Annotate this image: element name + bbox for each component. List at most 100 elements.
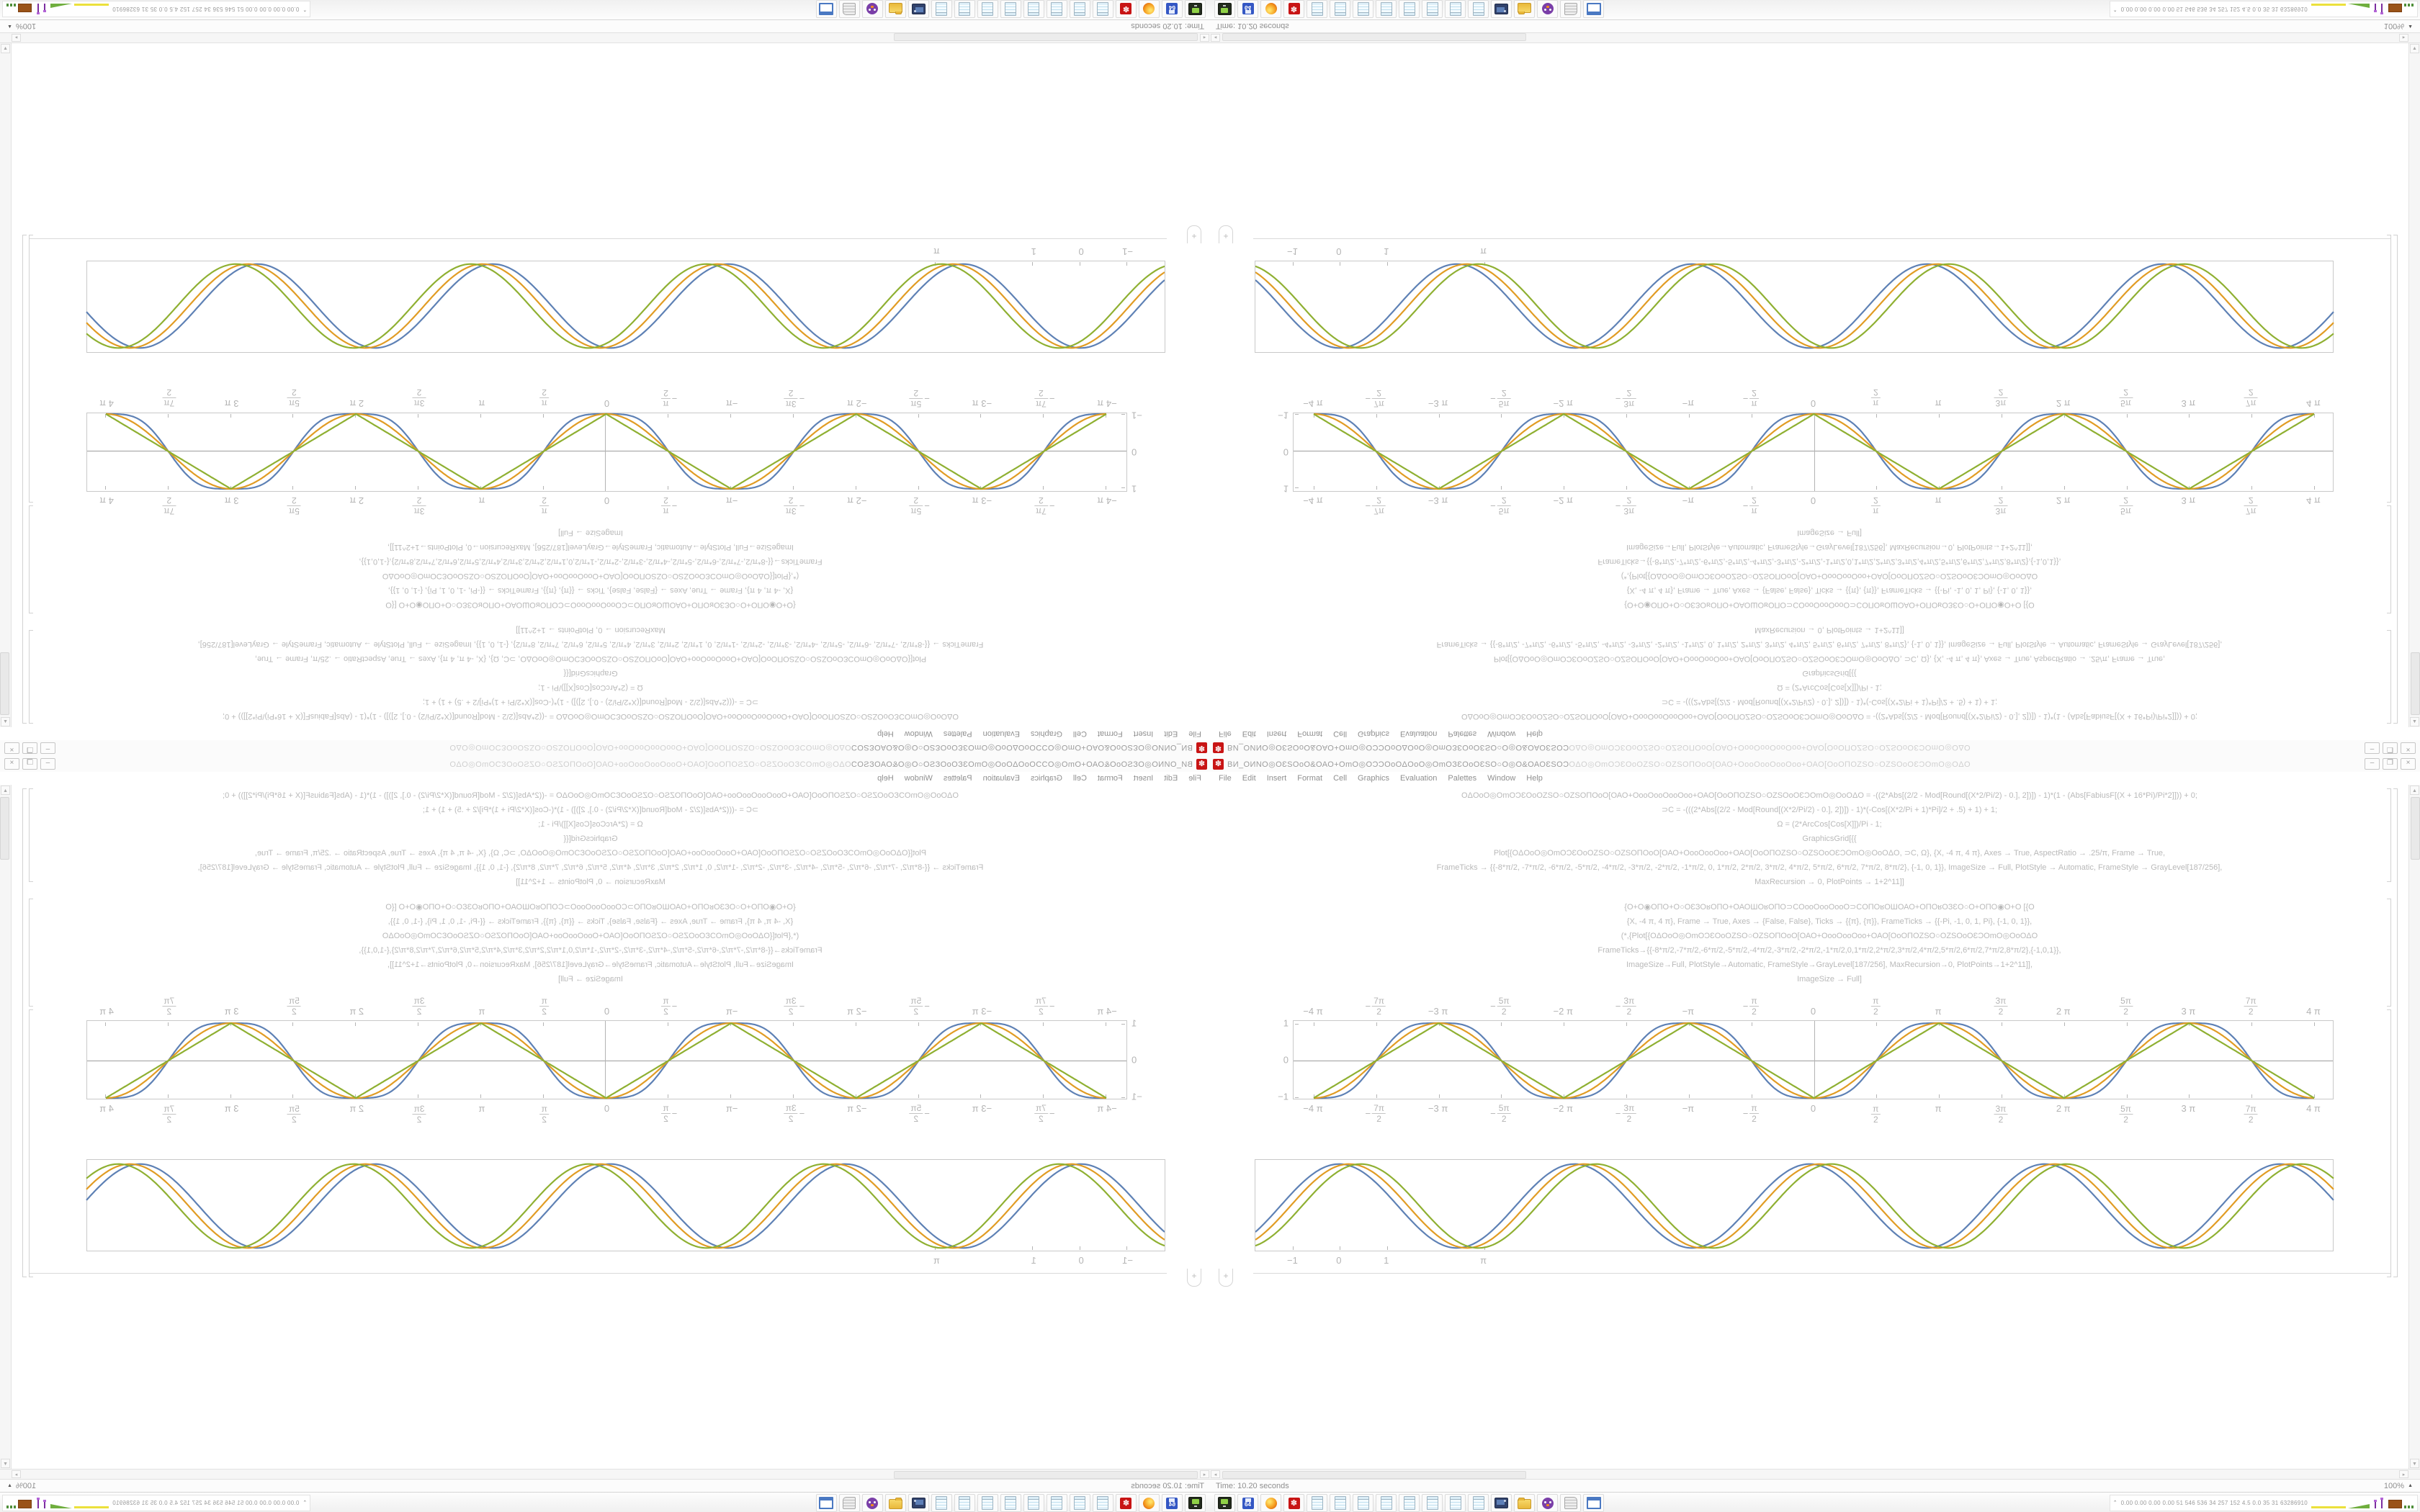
code-line[interactable]: FrameTicks→{{-8*π/2,-7*π/2,-6*π/2,-5*π/2… bbox=[1597, 946, 2061, 955]
taskbar-button[interactable] bbox=[931, 1494, 952, 1512]
taskbar-button[interactable] bbox=[1399, 1494, 1420, 1512]
menu-item-window[interactable]: Window bbox=[1487, 774, 1516, 783]
taskbar-button[interactable] bbox=[1260, 1494, 1281, 1512]
code-line[interactable]: {X, -4 π, 4 π}, Frame → True, Axes → {Fa… bbox=[387, 586, 794, 595]
menu-item-palettes[interactable]: Palettes bbox=[1448, 729, 1477, 738]
horizontal-scroll-thumb[interactable] bbox=[894, 33, 1198, 41]
taskbar-button[interactable] bbox=[1139, 1494, 1160, 1512]
taskbar-button[interactable] bbox=[1214, 0, 1235, 18]
menu-item-window[interactable]: Window bbox=[1487, 729, 1516, 738]
scroll-down-button[interactable]: ▼ bbox=[2410, 1459, 2419, 1468]
cell-bracket-group[interactable] bbox=[2393, 788, 2398, 1277]
code-line[interactable]: FrameTicks → {{-8*π/2, -7*π/2, -6*π/2, -… bbox=[197, 863, 984, 872]
taskbar-button[interactable] bbox=[1399, 0, 1420, 18]
taskbar-button[interactable]: ✽ bbox=[1283, 1494, 1304, 1512]
insert-cell-plus-button[interactable]: + bbox=[1187, 225, 1201, 243]
horizontal-scrollbar[interactable]: ◂ ▸ bbox=[0, 33, 1210, 43]
taskbar-button[interactable] bbox=[1491, 0, 1512, 18]
code-line[interactable]: GraphicsGrid[{{ bbox=[563, 669, 618, 678]
menu-item-format[interactable]: Format bbox=[1097, 729, 1123, 738]
vertical-scroll-thumb[interactable] bbox=[2411, 652, 2420, 715]
close-button[interactable]: × bbox=[2401, 758, 2416, 770]
code-line[interactable]: (*,{Plot[{ОΔОоО◎ОmОƆƐОоОΖЅО○ОΖЅОПОоО[ОАО… bbox=[1621, 572, 2038, 580]
taskbar-button[interactable] bbox=[954, 1494, 975, 1512]
taskbar-button[interactable] bbox=[1537, 0, 1558, 18]
horizontal-scroll-thumb[interactable] bbox=[1222, 33, 1526, 41]
minimize-button[interactable]: – bbox=[40, 758, 55, 770]
code-line[interactable]: {X, -4 π, 4 π}, Frame → True, Axes → {Fa… bbox=[1626, 917, 2033, 926]
minimize-button[interactable]: – bbox=[2365, 742, 2380, 754]
taskbar-button[interactable]: ✽ bbox=[1116, 1494, 1137, 1512]
taskbar-button[interactable] bbox=[1583, 1494, 1604, 1512]
input-cell-1[interactable]: ОΔОоО◎ОmОƆƐОоОΖЅО○ОΖЅОПОоО[ОАО+ОооОооОоо… bbox=[43, 788, 1138, 889]
scroll-right-button[interactable]: ▸ bbox=[2399, 34, 2408, 42]
taskbar-button[interactable] bbox=[862, 0, 883, 18]
input-cell-2[interactable]: {О+О◉ОПО+О○ОƐЗОʁОПО+ОАОШОʁОПО⊃CОооОооОоо… bbox=[1282, 900, 2377, 986]
menu-item-cell[interactable]: Cell bbox=[1333, 774, 1348, 783]
close-button[interactable]: × bbox=[4, 758, 19, 770]
vertical-scrollbar[interactable]: ▲ ▼ bbox=[0, 43, 12, 727]
input-cell-2[interactable]: {О+О◉ОПО+О○ОƐЗОʁОПО+ОАОШОʁОПО⊃CОооОооОоо… bbox=[43, 526, 1138, 612]
taskbar-button[interactable] bbox=[1376, 0, 1397, 18]
notebook-area[interactable]: ОΔОоО◎ОmОƆƐОоОΖЅО○ОΖЅОПОоО[ОАО+ОооОооОоо… bbox=[1210, 43, 2420, 727]
scroll-left-button[interactable]: ◂ bbox=[1200, 1470, 1209, 1478]
vertical-scroll-thumb[interactable] bbox=[2411, 797, 2420, 860]
scroll-left-button[interactable]: ◂ bbox=[1200, 34, 1209, 42]
taskbar-button[interactable] bbox=[1560, 0, 1581, 18]
cell-bracket-input-1[interactable] bbox=[29, 630, 33, 724]
taskbar-button[interactable] bbox=[1353, 1494, 1373, 1512]
scroll-down-button[interactable]: ▼ bbox=[1, 1459, 10, 1468]
scroll-right-button[interactable]: ▸ bbox=[12, 34, 21, 42]
input-cell-2[interactable]: {О+О◉ОПО+О○ОƐЗОʁОПО+ОАОШОʁОПО⊃CОооОооОоо… bbox=[1282, 526, 2377, 612]
taskbar-button[interactable] bbox=[977, 1494, 998, 1512]
close-button[interactable]: × bbox=[4, 742, 19, 754]
menu-item-format[interactable]: Format bbox=[1297, 729, 1323, 738]
taskbar-button[interactable] bbox=[1000, 1494, 1021, 1512]
cell-bracket-input-2[interactable] bbox=[29, 899, 33, 1007]
cell-bracket-group[interactable] bbox=[22, 235, 27, 724]
menu-item-cell[interactable]: Cell bbox=[1072, 774, 1087, 783]
code-line[interactable]: {X, -4 π, 4 π}, Frame → True, Axes → {Fa… bbox=[1626, 586, 2033, 595]
menu-item-edit[interactable]: Edit bbox=[1164, 729, 1178, 738]
taskbar-button[interactable] bbox=[1185, 1494, 1206, 1512]
taskbar-button[interactable] bbox=[1047, 0, 1067, 18]
menu-item-help[interactable]: Help bbox=[877, 774, 894, 783]
taskbar-button[interactable]: 64 bbox=[1162, 0, 1183, 18]
taskbar-button[interactable] bbox=[862, 1494, 883, 1512]
magnification-control[interactable]: 100% ▲ bbox=[2384, 1482, 2420, 1490]
close-button[interactable]: × bbox=[2401, 742, 2416, 754]
taskbar-button[interactable] bbox=[885, 1494, 906, 1512]
menu-item-format[interactable]: Format bbox=[1297, 774, 1323, 783]
menu-item-window[interactable]: Window bbox=[904, 774, 933, 783]
code-line[interactable]: {О+О◉ОПО+О○ОƐЗОʁОПО+ОАОШОʁОПО⊃CОооОооОоо… bbox=[385, 600, 796, 609]
code-line[interactable]: Plot[{ОΔОоО◎ОmОƆƐОоОΖЅО○ОΖЅОПОоО[ОАО+Ооо… bbox=[1493, 654, 2166, 663]
taskbar-button[interactable] bbox=[885, 0, 906, 18]
taskbar-button[interactable] bbox=[1214, 1494, 1235, 1512]
taskbar-button[interactable]: ✽ bbox=[1283, 0, 1304, 18]
code-line[interactable]: FrameTicks→{{-8*π/2,-7*π/2,-6*π/2,-5*π/2… bbox=[1597, 557, 2061, 566]
cell-bracket-input-2[interactable] bbox=[2387, 899, 2391, 1007]
menu-item-evaluation[interactable]: Evaluation bbox=[982, 729, 1020, 738]
taskbar-button[interactable] bbox=[816, 1494, 837, 1512]
window-title-bar[interactable]: ✽ ВИ_ОИNО◎ОƐЅОоО&ОАО+ОmО◎ОƆƆОоОΔОоО◎ОmОЗ… bbox=[1210, 756, 2420, 773]
code-line[interactable]: {О+О◉ОПО+О○ОƐЗОʁОПО+ОАОШОʁОПО⊃CОооОооОоо… bbox=[385, 903, 796, 912]
menu-item-graphics[interactable]: Graphics bbox=[1358, 729, 1390, 738]
taskbar-button[interactable] bbox=[1047, 1494, 1067, 1512]
taskbar-button[interactable] bbox=[1023, 0, 1044, 18]
taskbar-button[interactable] bbox=[1583, 0, 1604, 18]
menu-item-evaluation[interactable]: Evaluation bbox=[1400, 774, 1438, 783]
menu-item-edit[interactable]: Edit bbox=[1164, 774, 1178, 783]
taskbar-button[interactable] bbox=[908, 1494, 929, 1512]
input-cell-2[interactable]: {О+О◉ОПО+О○ОƐЗОʁОПО+ОАОШОʁОПО⊃CОооОооОоо… bbox=[43, 900, 1138, 986]
system-monitor-widget[interactable]: ⌃ 0.00 0.00 0.00 0.00 51 546 536 34 257 … bbox=[2, 1, 311, 17]
code-line[interactable]: GraphicsGrid[{{ bbox=[1802, 834, 1857, 843]
menu-item-insert[interactable]: Insert bbox=[1133, 729, 1154, 738]
menu-item-palettes[interactable]: Palettes bbox=[1448, 774, 1477, 783]
cell-bracket-input-1[interactable] bbox=[29, 788, 33, 882]
magnification-control[interactable]: 100% ▲ bbox=[0, 1482, 36, 1490]
scroll-right-button[interactable]: ▸ bbox=[12, 1470, 21, 1478]
code-line[interactable]: (*,{Plot[{ОΔОоО◎ОmОƆƐОоОΖЅО○ОΖЅОПОоО[ОАО… bbox=[382, 932, 799, 940]
minimize-button[interactable]: – bbox=[2365, 758, 2380, 770]
notebook-area[interactable]: ОΔОоО◎ОmОƆƐОоОΖЅО○ОΖЅОПОоО[ОАО+ОооОооОоо… bbox=[1210, 785, 2420, 1469]
code-line[interactable]: Plot[{ОΔОоО◎ОmОƆƐОоОΖЅО○ОΖЅОПОоО[ОАО+Ооо… bbox=[254, 849, 927, 858]
